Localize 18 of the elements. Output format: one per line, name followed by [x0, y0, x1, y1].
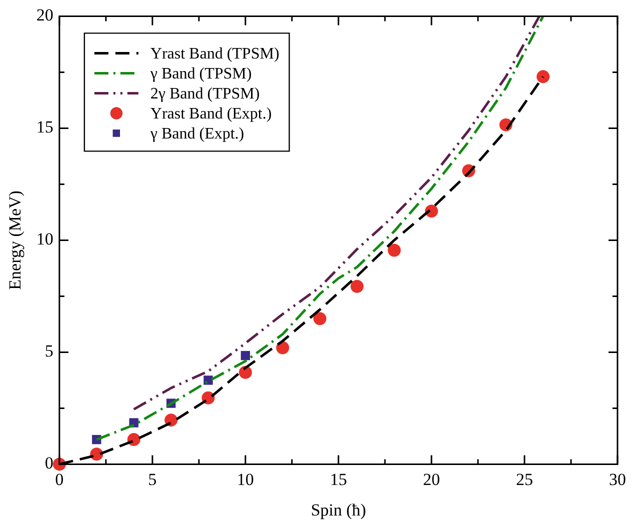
- y-tick-label: 5: [44, 342, 54, 361]
- legend-label: γ Band (Expt.): [149, 125, 244, 142]
- y-tick-label: 10: [36, 230, 54, 249]
- y-tick-label: 20: [36, 6, 54, 25]
- legend-label: Yrast Band (TPSM): [150, 45, 280, 62]
- legend-label: Yrast Band (Expt.): [150, 105, 272, 122]
- x-axis-title: Spin (ħ): [310, 500, 366, 520]
- x-tick-label: 10: [236, 470, 254, 489]
- legend-label: 2γ Band (TPSM): [150, 85, 260, 102]
- y-axis-title: Energy (MeV): [6, 190, 25, 290]
- x-tick-label: 30: [609, 470, 626, 489]
- legend-label: γ Band (TPSM): [149, 65, 252, 82]
- x-tick-label: 25: [516, 470, 533, 489]
- y-tick-label: 0: [44, 454, 54, 473]
- x-tick-label: 20: [422, 470, 440, 489]
- y-tick-label: 15: [36, 118, 54, 137]
- x-tick-label: 5: [148, 470, 157, 489]
- x-tick-label: 15: [330, 470, 347, 489]
